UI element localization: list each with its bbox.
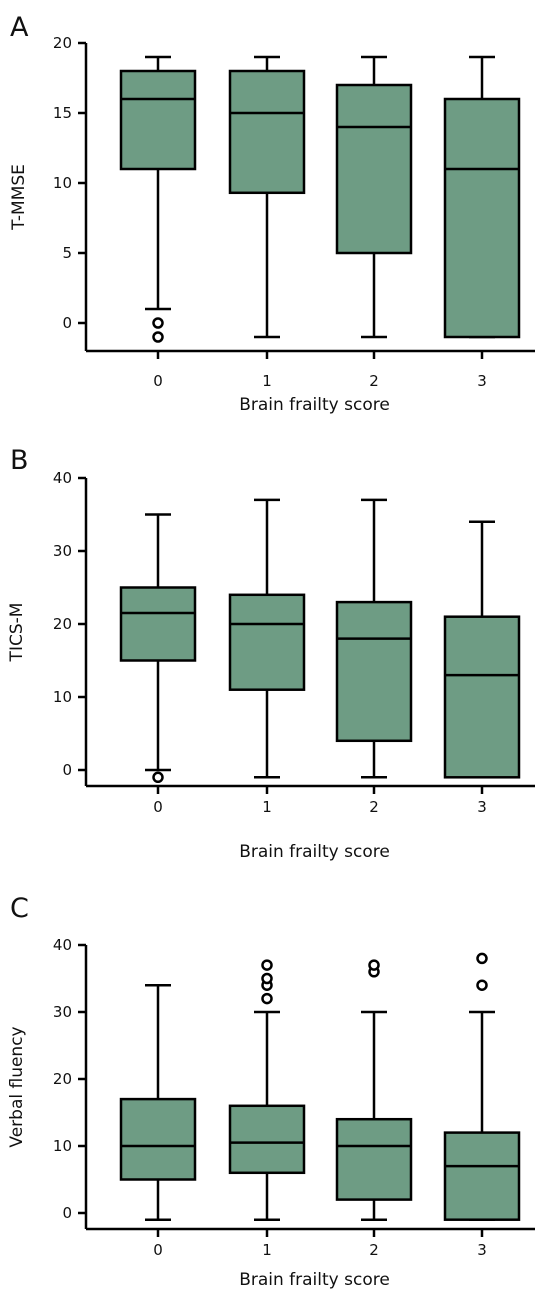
panel-a-outlier-point (152, 317, 164, 329)
panel-b-x-tick-label: 1 (262, 798, 272, 816)
panel-c-y-tick-label: 30 (53, 1003, 72, 1021)
panel-b-y-tick-label: 0 (62, 761, 72, 779)
panel-a-x-tick-label: 2 (369, 372, 379, 390)
panel-c-box (119, 1097, 197, 1181)
panel-b-box (119, 586, 197, 662)
panel-b-x-tick-label: 3 (477, 798, 487, 816)
panel-b-box (228, 593, 306, 691)
panel-a-box (119, 69, 197, 171)
panel-c-outlier-point (261, 992, 273, 1005)
panel-c-y-tick-label: 0 (62, 1204, 72, 1222)
panel-c-outlier-point (368, 959, 380, 971)
panel-a-box (335, 83, 413, 255)
panel-b-y-axis-label: TICS-M (7, 603, 27, 663)
panel-c-x-tick-label: 3 (477, 1241, 487, 1259)
panel-c-x-tick-label: 0 (153, 1241, 163, 1259)
panel-b-box (443, 615, 521, 779)
panel-c-y-tick-label: 20 (53, 1070, 72, 1088)
panel-a-y-tick-label: 15 (53, 104, 72, 122)
panel-c-x-tick-label: 2 (369, 1241, 379, 1259)
panel-a-y-tick-label: 5 (62, 244, 72, 262)
panel-b-y-tick-label: 20 (53, 615, 72, 633)
panel-a-y-axis-label: T-MMSE (9, 164, 29, 231)
panel-b-box (335, 600, 413, 743)
panel-a-y-tick-label: 20 (53, 34, 72, 52)
panel-c-y-tick-label: 40 (53, 936, 72, 954)
panel-c-outlier-point (261, 972, 273, 985)
panel-c-y-tick-label: 10 (53, 1137, 72, 1155)
panel-c-box (228, 1104, 306, 1175)
panel-a-y-tick-label: 0 (62, 314, 72, 332)
panel-a-x-tick-label: 3 (477, 372, 487, 390)
panel-c-letter: C (10, 893, 29, 924)
panel-a-box (228, 69, 306, 195)
panel-b-y-tick-label: 30 (53, 542, 72, 560)
panel-c-outlier-point (476, 979, 488, 991)
panel-b-outlier-point (152, 771, 164, 784)
panel-c-outlier-point (476, 952, 488, 965)
panel-a-y-tick-label: 10 (53, 174, 72, 192)
panel-a-outlier-point (152, 331, 164, 343)
panel-c-x-tick-label: 1 (262, 1241, 272, 1259)
panel-b-y-tick-label: 40 (53, 469, 72, 487)
panel-a-x-tick-label: 1 (262, 372, 272, 390)
panel-c-box (443, 1131, 521, 1221)
panel-b-x-tick-label: 0 (153, 798, 163, 816)
panel-c-y-axis-label: Verbal fluency (7, 1026, 27, 1147)
panel-c-box (335, 1117, 413, 1201)
panel-b-letter: B (10, 445, 29, 476)
panel-b-x-axis-label: Brain frailty score (239, 842, 390, 862)
panel-c-x-axis-label: Brain frailty score (239, 1270, 390, 1290)
panel-a-letter: A (10, 12, 29, 43)
panel-a-box (443, 97, 521, 339)
panel-b-y-tick-label: 10 (53, 688, 72, 706)
panel-c-outlier-point (261, 959, 273, 971)
panel-b-x-tick-label: 2 (369, 798, 379, 816)
panel-a-x-tick-label: 0 (153, 372, 163, 390)
panel-a-x-axis-label: Brain frailty score (239, 395, 390, 415)
